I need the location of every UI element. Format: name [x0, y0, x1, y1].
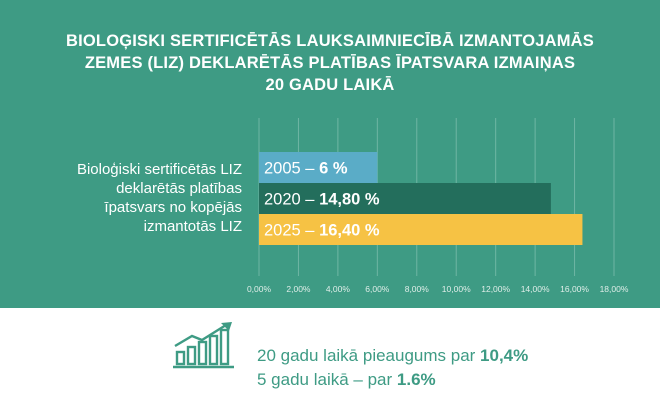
category-label-line: deklarētās platības	[116, 180, 242, 197]
data-label-2025: 2025 – 16,40 %	[264, 222, 380, 240]
data-label-2020: 2020 – 14,80 %	[264, 191, 380, 209]
x-tick-label: 2,00%	[286, 284, 311, 294]
x-tick-label: 8,00%	[405, 284, 430, 294]
x-tick-label: 14,00%	[521, 284, 550, 294]
x-tick-label: 12,00%	[481, 284, 510, 294]
title-line: 20 GADU LAIKĀ	[265, 76, 395, 94]
growth-chart-icon	[172, 322, 240, 375]
stats-text: 20 gadu laikā pieaugums par 10,4% 5 gadu…	[257, 344, 528, 392]
x-tick-label: 4,00%	[326, 284, 351, 294]
title-line: ZEMES (LIZ) DEKLARĒTĀS PLATĪBAS ĪPATSVAR…	[84, 54, 576, 72]
bar-2005	[259, 152, 378, 183]
x-tick-label: 6,00%	[365, 284, 390, 294]
bar-2025	[259, 214, 583, 245]
x-tick-label: 16,00%	[560, 284, 589, 294]
stats-line-text: 20 gadu laikā pieaugums par	[257, 346, 481, 365]
stats-line-text: 5 gadu laikā – par	[257, 370, 397, 389]
x-tick-label: 18,00%	[600, 284, 629, 294]
category-label-line: īpatsvars no kopējās	[104, 199, 242, 216]
category-label-line: izmantotās LIZ	[143, 218, 242, 235]
stats-line-value: 1.6%	[396, 370, 436, 389]
x-tick-label: 10,00%	[442, 284, 471, 294]
category-label-line: Bioloģiski sertificētās LIZ	[76, 161, 242, 178]
chart-title: BIOLOĢISKI SERTIFICĒTĀS LAUKSAIMNIECĪBĀ …	[0, 30, 660, 96]
x-tick-label: 0,00%	[247, 284, 272, 294]
stats-line-20-years: 20 gadu laikā pieaugums par 10,4%	[257, 344, 528, 368]
category-label: Bioloģiski sertificētās LIZ deklarētās p…	[12, 160, 242, 236]
bar-chart: 0,00% 2,00% 4,00% 6,00% 8,00% 10,00% 12,00% 14,…	[247, 118, 629, 294]
stats-line-value: 10,4%	[480, 346, 529, 365]
data-label-2005: 2005 – 6 %	[264, 160, 348, 178]
bar-2020	[259, 183, 551, 214]
stats-line-5-years: 5 gadu laikā – par 1.6%	[257, 368, 528, 392]
title-line: BIOLOĢISKI SERTIFICĒTĀS LAUKSAIMNIECĪBĀ …	[65, 32, 595, 50]
